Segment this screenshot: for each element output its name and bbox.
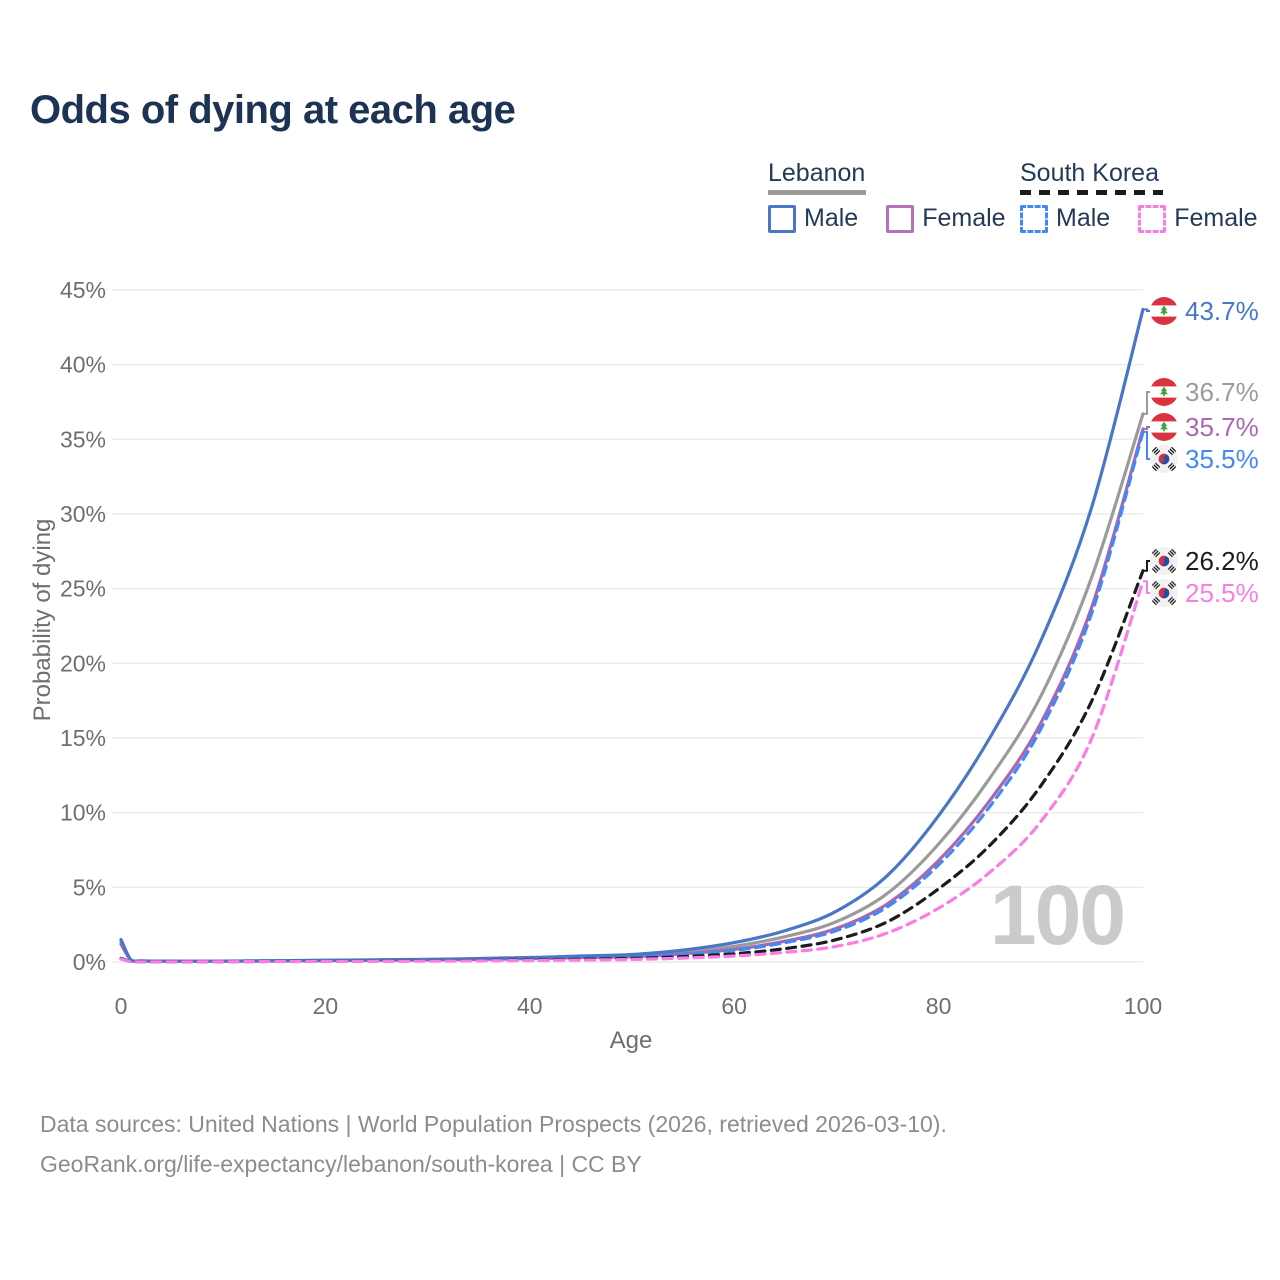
end-value-south-korea-female: 25.5% <box>1185 577 1259 608</box>
end-value-lebanon-female: 35.7% <box>1185 411 1259 442</box>
legend-underline-south-korea-dashed-line <box>1020 190 1163 195</box>
series-line-south-korea-male <box>119 430 1145 964</box>
footer-line-2: GeoRank.org/life-expectancy/lebanon/sout… <box>40 1151 642 1177</box>
south-korea-flag-icon <box>1150 547 1178 575</box>
south-korea-flag-icon <box>1150 579 1178 607</box>
lebanon-flag-icon <box>1150 378 1178 406</box>
legend-label-lebanon-male[interactable]: Male <box>804 204 859 232</box>
lebanon-flag-icon <box>1150 297 1178 325</box>
legend-group-south-korea: South Korea Male Female <box>1020 160 1258 233</box>
page-title: Odds of dying at each age <box>30 88 516 132</box>
y-tick-40: 40% <box>60 352 106 378</box>
y-tick-0: 0% <box>73 949 106 975</box>
series-line-lebanon-male <box>119 307 1145 963</box>
legend-swatch-south-korea-female[interactable] <box>1138 204 1167 233</box>
end-label-south-korea: 26.2% <box>1150 545 1259 577</box>
legend-header-south-korea[interactable]: South Korea <box>1020 159 1159 187</box>
legend-label-south-korea-male[interactable]: Male <box>1056 204 1111 232</box>
x-tick-0: 0 <box>115 993 128 1019</box>
label-connector-lebanon-male <box>1143 308 1151 312</box>
legend-header-lebanon[interactable]: Lebanon <box>768 159 866 187</box>
footer-line-1: Data sources: United Nations | World Pop… <box>40 1111 947 1137</box>
end-label-lebanon-male: 43.7% <box>1150 295 1259 327</box>
label-connector-lebanon-female <box>1143 426 1151 430</box>
y-axis-title: Probability of dying <box>29 518 56 722</box>
series-line-south-korea-female <box>119 579 1145 964</box>
age-watermark: 100 <box>990 868 1124 962</box>
lebanon-flag-icon <box>1150 413 1178 441</box>
end-label-south-korea-female: 25.5% <box>1150 577 1259 609</box>
label-connector-lebanon <box>1143 391 1151 415</box>
x-tick-40: 40 <box>517 993 543 1019</box>
end-value-south-korea: 26.2% <box>1185 545 1259 576</box>
legend-underline-lebanon-solid-line <box>768 190 866 195</box>
y-tick-45: 45% <box>60 277 106 303</box>
x-tick-20: 20 <box>313 993 339 1019</box>
y-tick-15: 15% <box>60 725 106 751</box>
legend-label-lebanon-female[interactable]: Female <box>922 204 1006 232</box>
end-value-lebanon: 36.7% <box>1185 376 1259 407</box>
legend-swatch-lebanon-female[interactable] <box>886 204 915 233</box>
label-connector-south-korea <box>1143 560 1151 572</box>
y-tick-35: 35% <box>60 426 106 452</box>
legend-group-lebanon: Lebanon Male Female <box>768 160 1006 233</box>
end-value-south-korea-male: 35.5% <box>1185 443 1259 474</box>
y-tick-25: 25% <box>60 576 106 602</box>
end-value-lebanon-male: 43.7% <box>1185 295 1259 326</box>
legend-swatch-lebanon-male[interactable] <box>768 204 796 233</box>
label-connector-south-korea-male <box>1143 430 1151 460</box>
end-label-south-korea-male: 35.5% <box>1150 443 1259 475</box>
label-connector-south-korea-female <box>1143 580 1151 594</box>
y-tick-30: 30% <box>60 501 106 527</box>
y-tick-20: 20% <box>60 650 106 676</box>
data-source-footer: Data sources: United Nations | World Pop… <box>40 1104 947 1184</box>
end-label-lebanon: 36.7% <box>1150 376 1259 408</box>
legend-label-south-korea-female[interactable]: Female <box>1174 204 1258 232</box>
end-label-lebanon-female: 35.7% <box>1150 411 1259 443</box>
y-tick-5: 5% <box>73 874 106 900</box>
x-axis-title: Age <box>609 1027 653 1054</box>
legend-swatch-south-korea-male[interactable] <box>1020 204 1048 233</box>
x-tick-100: 100 <box>1124 993 1162 1019</box>
south-korea-flag-icon <box>1150 445 1178 473</box>
x-tick-80: 80 <box>926 993 952 1019</box>
x-tick-60: 60 <box>721 993 747 1019</box>
y-tick-10: 10% <box>60 800 106 826</box>
